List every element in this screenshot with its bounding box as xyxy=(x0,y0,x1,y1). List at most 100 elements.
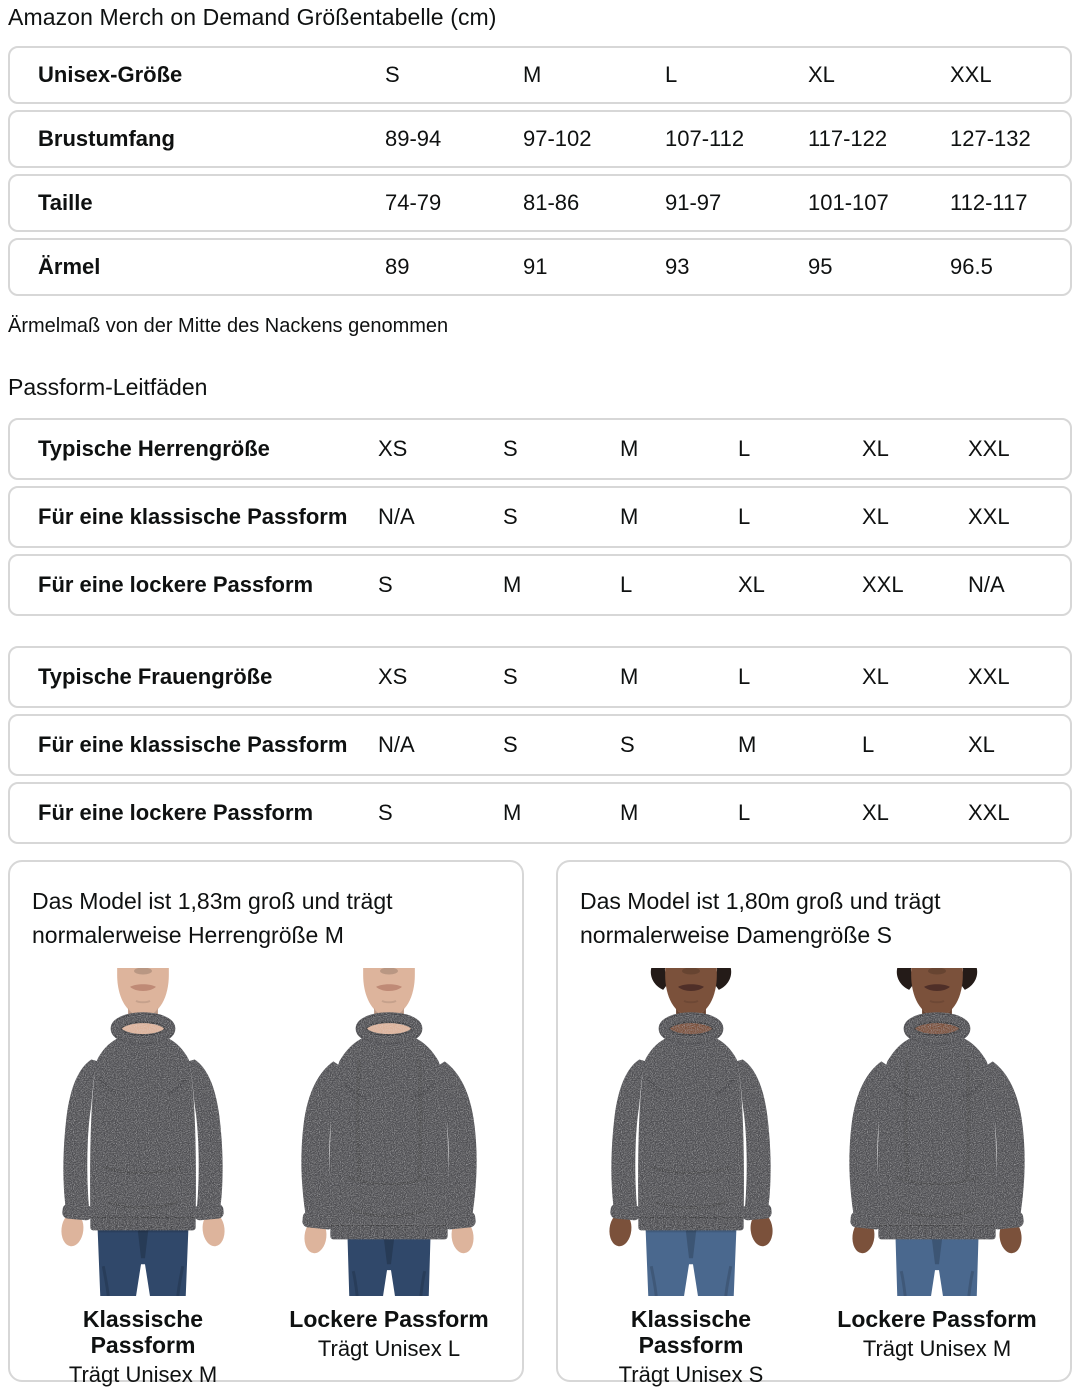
table-cell: XXL xyxy=(968,800,1010,825)
table-cell: 117-122 xyxy=(808,126,888,151)
table-cell: S xyxy=(620,732,635,757)
table-cell: XL xyxy=(738,572,765,597)
model-cards: Das Model ist 1,83m groß und trägt norma… xyxy=(8,860,1072,1387)
table-row: Typische Herrengröße XS S M L XL XXL xyxy=(8,418,1072,480)
table-cell: 112-117 xyxy=(950,190,1028,215)
table-cell: N/A xyxy=(968,572,1005,597)
table-cell: M xyxy=(620,664,639,689)
table-row: Typische Frauengröße XS S M L XL XXL xyxy=(8,646,1072,708)
table-cell: S xyxy=(503,664,518,689)
row-label: Für eine lockere Passform xyxy=(38,800,314,825)
row-label: Für eine klassische Passform xyxy=(38,504,348,529)
table-cell: 95 xyxy=(808,254,833,279)
table-cell: 89-94 xyxy=(385,126,442,151)
table-cell: 89 xyxy=(385,254,410,279)
table-cell: 93 xyxy=(665,254,690,279)
table-row: Ärmel 89 91 93 95 96.5 xyxy=(8,238,1072,296)
female-model-loose-photo xyxy=(826,968,1048,1296)
table-cell: 96.5 xyxy=(950,254,993,279)
fit-label: Klassische Passform xyxy=(630,1306,752,1358)
table-row: Für eine lockere Passform S M M L XL XXL xyxy=(8,782,1072,844)
table-cell: 81-86 xyxy=(523,190,580,215)
womens-fit-table: Typische Frauengröße XS S M L XL XXL Für… xyxy=(8,646,1072,844)
row-label: Brustumfang xyxy=(38,126,175,151)
female-model-classic-photo xyxy=(580,968,802,1296)
sleeve-measure-note: Ärmelmaß von der Mitte des Nackens genom… xyxy=(8,315,449,337)
table-cell: M xyxy=(503,572,522,597)
table-cell: XL xyxy=(862,504,889,529)
fit-label: Lockere Passform xyxy=(289,1306,489,1332)
unisex-size-table: Unisex-Größe S M L XL XXL Brustumfang 89… xyxy=(8,46,1072,296)
row-label: Unisex-Größe xyxy=(38,62,183,87)
table-cell: L xyxy=(738,504,751,529)
wears-label: Trägt Unisex L xyxy=(317,1336,461,1361)
table-cell: N/A xyxy=(378,732,415,757)
classic-fit-figure: Klassische Passform Trägt Unisex S xyxy=(580,968,802,1388)
table-cell: M xyxy=(738,732,757,757)
table-row: Für eine klassische Passform N/A S M L X… xyxy=(8,486,1072,548)
table-cell: L xyxy=(738,800,751,825)
table-cell: M xyxy=(620,800,639,825)
table-cell: S xyxy=(503,436,518,461)
table-cell: S xyxy=(378,800,393,825)
row-label: Für eine lockere Passform xyxy=(38,572,314,597)
table-cell: 91-97 xyxy=(665,190,722,215)
table-cell: N/A xyxy=(378,504,415,529)
table-cell: L xyxy=(738,664,751,689)
table-cell: XL xyxy=(862,436,889,461)
mens-model-card: Das Model ist 1,83m groß und trägt norma… xyxy=(8,860,524,1387)
table-cell: 107-112 xyxy=(665,126,745,151)
table-cell: L xyxy=(738,436,751,461)
table-cell: L xyxy=(665,62,678,87)
table-cell: S xyxy=(385,62,400,87)
table-cell: M xyxy=(503,800,522,825)
model-description: Das Model ist 1,80m groß und trägt norma… xyxy=(580,888,941,948)
table-cell: S xyxy=(503,504,518,529)
wears-label: Trägt Unisex S xyxy=(618,1362,764,1387)
table-cell: 127-132 xyxy=(950,126,1031,151)
male-model-loose-photo xyxy=(278,968,500,1296)
row-label: Ärmel xyxy=(38,254,101,279)
table-row: Unisex-Größe S M L XL XXL xyxy=(8,46,1072,104)
table-cell: XXL xyxy=(968,504,1010,529)
fit-label: Lockere Passform xyxy=(837,1306,1037,1332)
table-cell: XXL xyxy=(968,436,1010,461)
table-cell: S xyxy=(378,572,393,597)
mens-fit-table: Typische Herrengröße XS S M L XL XXL Für… xyxy=(8,418,1072,616)
table-row: Brustumfang 89-94 97-102 107-112 117-122… xyxy=(8,110,1072,168)
wears-label: Trägt Unisex M xyxy=(68,1362,218,1387)
table-cell: 97-102 xyxy=(523,126,592,151)
table-cell: XL xyxy=(808,62,835,87)
table-cell: L xyxy=(862,732,875,757)
table-cell: XL xyxy=(862,800,889,825)
row-label: Typische Herrengröße xyxy=(38,436,270,461)
table-cell: 101-107 xyxy=(808,190,889,215)
wears-label: Trägt Unisex M xyxy=(862,1336,1012,1361)
table-row: Für eine klassische Passform N/A S S M L… xyxy=(8,714,1072,776)
table-cell: L xyxy=(620,572,633,597)
fit-label: Klassische Passform xyxy=(82,1306,204,1358)
table-cell: XS xyxy=(378,436,408,461)
table-cell: M xyxy=(620,436,639,461)
table-cell: S xyxy=(503,732,518,757)
loose-fit-figure: Lockere Passform Trägt Unisex M xyxy=(826,968,1048,1388)
table-cell: XXL xyxy=(950,62,992,87)
table-cell: XS xyxy=(378,664,408,689)
table-cell: XXL xyxy=(968,664,1010,689)
table-cell: M xyxy=(523,62,542,87)
womens-model-card: Das Model ist 1,80m groß und trägt norma… xyxy=(556,860,1072,1387)
row-label: Für eine klassische Passform xyxy=(38,732,348,757)
model-description: Das Model ist 1,83m groß und trägt norma… xyxy=(32,888,393,948)
row-label: Typische Frauengröße xyxy=(38,664,273,689)
table-cell: XL xyxy=(968,732,995,757)
fit-guides-heading: Passform-Leitfäden xyxy=(8,374,208,400)
male-model-classic-photo xyxy=(32,968,254,1296)
table-cell: 91 xyxy=(523,254,548,279)
table-row: Taille 74-79 81-86 91-97 101-107 112-117 xyxy=(8,174,1072,232)
table-cell: XXL xyxy=(862,572,904,597)
page-title: Amazon Merch on Demand Größentabelle (cm… xyxy=(8,4,497,30)
row-label: Taille xyxy=(38,190,93,215)
classic-fit-figure: Klassische Passform Trägt Unisex M xyxy=(32,968,254,1388)
table-cell: 74-79 xyxy=(385,190,442,215)
